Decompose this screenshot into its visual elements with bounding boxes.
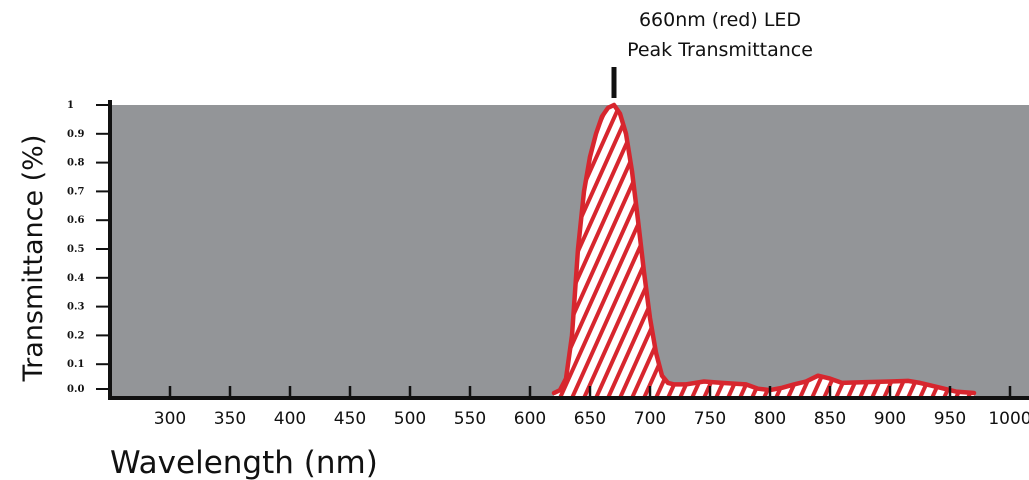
x-tick-label: 700 [634, 409, 666, 429]
peak-annotation: 660nm (red) LED Peak Transmittance [611, 9, 813, 98]
x-tick-label: 950 [934, 409, 966, 429]
x-tick-label: 450 [334, 409, 366, 429]
x-tick-label: 650 [574, 409, 606, 429]
y-axis-label: Transmittance (%) [18, 135, 49, 383]
y-axis-ticks: 0.0 0.1 0.2 0.3 0.4 0.5 0.6 0.7 0.8 0.9 1 [67, 100, 110, 395]
y-tick-label: 0.8 [67, 158, 84, 169]
y-tick-label: 0.2 [67, 330, 84, 341]
y-tick-label: 0.6 [67, 215, 84, 226]
series-line [551, 102, 977, 396]
y-tick-label: 0.5 [67, 244, 84, 255]
x-tick-label: 400 [274, 409, 306, 429]
y-tick-label: 0.9 [67, 129, 84, 140]
x-axis-ticks: 300 350 400 450 500 550 600 650 700 750 800 850 900 9… [154, 386, 1029, 429]
y-tick-label: 0.4 [67, 273, 84, 284]
y-tick-label: 1 [67, 100, 74, 111]
y-tick-label: 0.0 [67, 384, 84, 395]
x-tick-label: 750 [694, 409, 726, 429]
x-tick-label: 300 [154, 409, 186, 429]
y-tick-label: 0.7 [67, 186, 84, 197]
x-tick-label: 550 [454, 409, 486, 429]
x-tick-label: 850 [814, 409, 846, 429]
x-tick-label: 800 [754, 409, 786, 429]
y-tick-label: 0.3 [67, 302, 84, 313]
x-tick-label: 500 [394, 409, 426, 429]
y-tick-label: 0.1 [67, 359, 84, 370]
x-tick-label: 600 [514, 409, 546, 429]
x-tick-label: 900 [874, 409, 906, 429]
x-tick-label: 1000 [988, 409, 1029, 429]
x-axis-label: Wavelength (nm) [110, 445, 378, 480]
annotation-text: Peak Transmittance [627, 39, 813, 61]
annotation-text: 660nm (red) LED [639, 9, 801, 31]
x-tick-label: 350 [214, 409, 246, 429]
